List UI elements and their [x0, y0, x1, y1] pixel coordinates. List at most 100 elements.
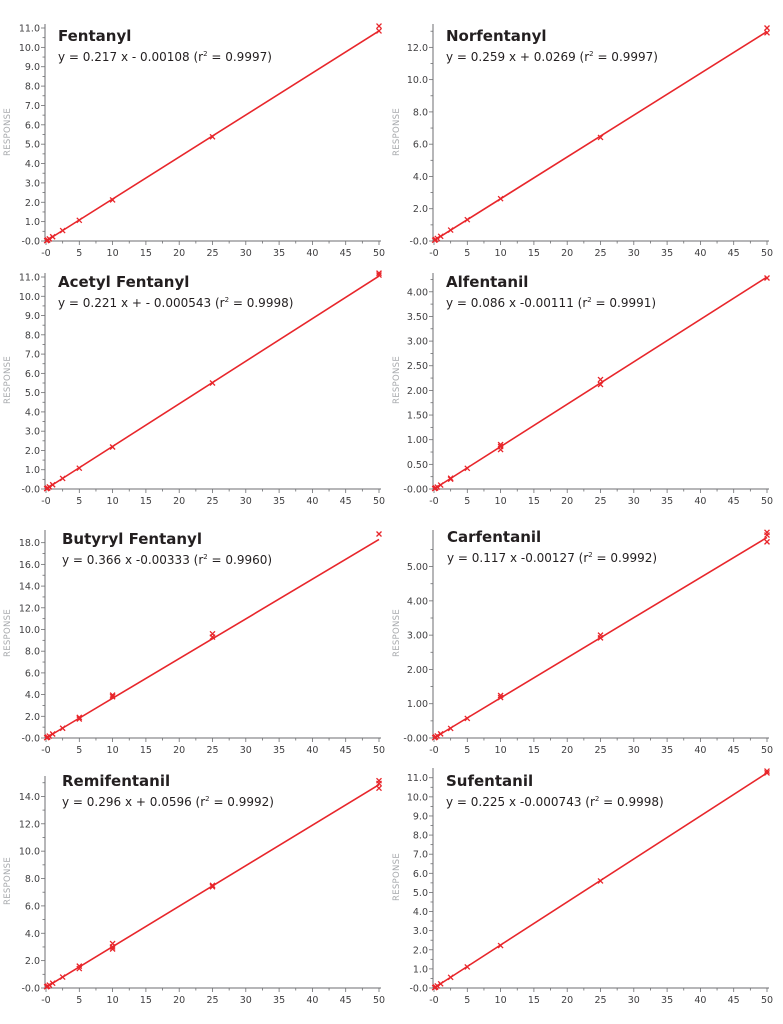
data-point-x-marker [497, 692, 504, 699]
x-tick-label: 10 [107, 248, 119, 259]
data-point-x-marker [76, 714, 83, 721]
equation-exponent: 2 [224, 296, 230, 304]
y-tick-label: 1.00 [407, 699, 428, 710]
x-tick-label: 35 [273, 496, 285, 507]
chart-title: Carfentanil [447, 528, 542, 546]
y-tick-label: 4.00 [407, 596, 428, 607]
y-tick-label: 12.0 [19, 819, 40, 830]
equation-prefix: y = 0.217 x - 0.00108 (r [58, 50, 204, 64]
data-point-x-marker [434, 235, 441, 242]
x-tick-label: 45 [340, 995, 352, 1006]
x-tick-label: 50 [373, 248, 385, 259]
y-tick-label: 6.0 [25, 120, 40, 131]
y-tick-label: 2.00 [407, 665, 428, 676]
y-tick-label: 3.0 [25, 178, 40, 189]
x-tick-label: 45 [728, 745, 740, 756]
y-tick-label: -0.0 [21, 734, 40, 745]
data-point-x-marker [209, 630, 216, 637]
y-tick-label: 11.0 [19, 273, 40, 284]
equation-prefix: y = 0.225 x -0.000743 (r [446, 795, 595, 809]
y-tick-label: 4.00 [407, 287, 428, 298]
y-tick-label: 7.0 [25, 101, 40, 112]
y-tick-label: -0.0 [409, 984, 428, 995]
data-point-x-marker [76, 465, 83, 472]
x-tick-label: 50 [761, 745, 773, 756]
equation-prefix: y = 0.259 x + 0.0269 (r [446, 50, 590, 64]
regression-equation: y = 0.117 x -0.00127 (r2 = 0.9992) [447, 551, 657, 565]
data-point-x-marker [76, 716, 83, 722]
regression-equation: y = 0.296 x + 0.0596 (r2 = 0.9992) [62, 795, 274, 809]
data-point-x-marker [109, 196, 116, 203]
equation-suffix: = 0.9992) [592, 551, 658, 565]
x-tick-label: 10 [495, 745, 507, 756]
data-point-x-marker [109, 940, 116, 947]
y-tick-label: 8.0 [25, 647, 40, 658]
data-point-x-marker [376, 270, 382, 277]
y-tick-label: 5.0 [25, 388, 40, 399]
y-tick-label: 4.0 [25, 690, 40, 701]
data-point-x-marker [447, 227, 454, 233]
x-tick-label: 30 [240, 745, 252, 756]
data-point-x-marker [46, 733, 53, 740]
equation-suffix: = 0.9992) [209, 795, 274, 809]
x-tick-label: 15 [140, 496, 152, 507]
chart-title: Norfentanyl [446, 27, 547, 45]
y-tick-label: 3.00 [407, 337, 428, 348]
chart-plot: -0 5 10 15 20 25 30 35 40 45 50 -0.0 2.0 4.0 6.0 8.0 10.… [19, 530, 385, 756]
y-axis-label: RESPONSE [3, 107, 13, 156]
x-tick-label: 20 [173, 995, 185, 1006]
x-tick-label: 30 [240, 248, 252, 259]
y-tick-label: 14.0 [19, 792, 40, 803]
y-tick-label: 11.0 [407, 773, 428, 784]
y-tick-label: 8.0 [25, 330, 40, 341]
x-tick-label: 15 [528, 995, 540, 1006]
x-tick-label: 10 [107, 496, 119, 507]
x-tick-label: 10 [495, 995, 507, 1006]
data-point-x-marker [434, 732, 441, 739]
equation-exponent: 2 [203, 50, 208, 58]
y-tick-label: 2.50 [407, 361, 428, 372]
data-point-x-marker [597, 877, 604, 884]
y-tick-label: 16.0 [19, 560, 40, 571]
x-tick-label: -0 [429, 995, 438, 1006]
x-tick-label: -0 [429, 248, 438, 259]
regression-equation: y = 0.221 x + - 0.000543 (r2 = 0.9998) [58, 296, 293, 310]
x-tick-label: 35 [273, 995, 285, 1006]
data-point-x-marker [764, 29, 770, 36]
y-tick-label: 5.0 [25, 140, 40, 151]
y-tick-label: 6.0 [25, 901, 40, 912]
x-tick-label: 5 [76, 995, 82, 1006]
y-tick-label: 2.0 [413, 945, 428, 956]
x-tick-label: 15 [140, 995, 152, 1006]
x-tick-label: 30 [240, 496, 252, 507]
chart-plot: -0 5 10 15 20 25 30 35 40 45 50 -0.0 1.0 2.0 3.0 4.0 5.0… [407, 768, 773, 1006]
y-tick-label: 1.0 [25, 217, 40, 228]
regression-equation: y = 0.259 x + 0.0269 (r2 = 0.9997) [446, 50, 658, 64]
data-point-x-marker [209, 133, 216, 140]
x-tick-label: 25 [206, 248, 218, 259]
y-tick-label: 10.0 [407, 792, 428, 803]
x-tick-label: 25 [594, 248, 606, 259]
x-tick-label: 30 [628, 995, 640, 1006]
y-tick-label: -0.0 [409, 237, 428, 248]
data-point-x-marker [109, 693, 116, 700]
x-tick-label: 5 [76, 248, 82, 259]
x-tick-label: 20 [561, 995, 573, 1006]
x-tick-label: 20 [173, 248, 185, 259]
x-tick-label: 10 [495, 496, 507, 507]
y-tick-label: 8.0 [413, 107, 428, 118]
y-tick-label: 9.0 [413, 811, 428, 822]
data-point-x-marker [109, 946, 116, 952]
x-tick-label: 25 [206, 745, 218, 756]
x-tick-label: 25 [594, 745, 606, 756]
regression-line [45, 538, 380, 739]
x-tick-label: 5 [464, 745, 470, 756]
regression-equation: y = 0.366 x -0.00333 (r2 = 0.9960) [62, 553, 272, 567]
x-tick-label: 10 [495, 248, 507, 259]
data-point-x-marker [49, 731, 56, 737]
y-tick-label: 2.0 [25, 446, 40, 457]
x-tick-label: 25 [206, 496, 218, 507]
chart-plot: -0 5 10 15 20 25 30 35 40 45 50 -0.00 1.00 2.00 3.00 4.… [403, 529, 773, 756]
regression-equation: y = 0.217 x - 0.00108 (r2 = 0.9997) [58, 50, 272, 64]
data-point-x-marker [464, 465, 471, 472]
